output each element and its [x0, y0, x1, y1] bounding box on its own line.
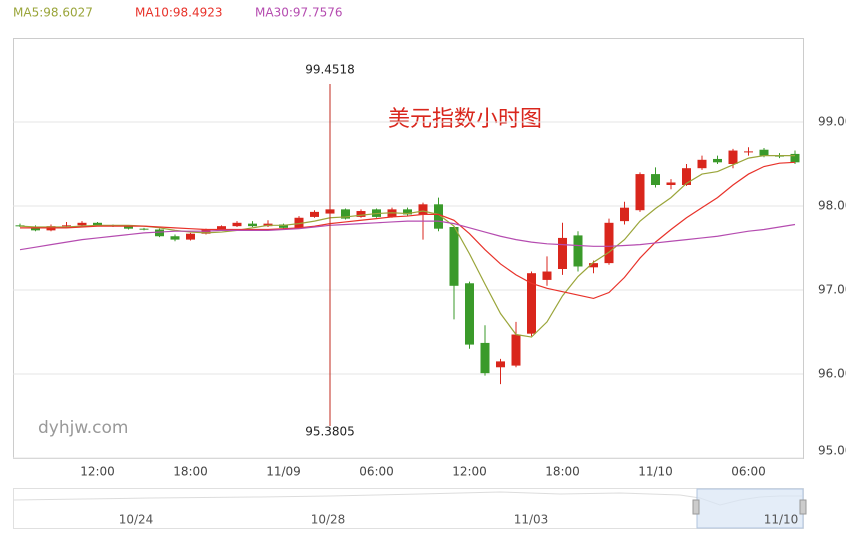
candle-body	[217, 226, 226, 230]
legend-entry: MA10:98.4923	[135, 6, 223, 20]
candle-body	[744, 151, 753, 153]
candle-body	[232, 222, 242, 227]
candle-body	[759, 149, 769, 156]
candle-body	[728, 150, 738, 164]
candle-body	[31, 227, 40, 231]
navigator-label: 10/28	[311, 513, 346, 527]
navigator[interactable]	[13, 488, 807, 529]
candle-body	[434, 204, 443, 229]
candle-body	[294, 217, 304, 228]
x-tick-label: 06:00	[359, 465, 394, 479]
navigator-label: 11/03	[514, 513, 549, 527]
candle-body	[248, 223, 257, 227]
candle-body	[418, 204, 428, 215]
marker-low-label: 95.3805	[305, 425, 355, 439]
x-tick-label: 18:00	[173, 465, 208, 479]
candle-body	[15, 225, 25, 227]
candle-body	[620, 207, 629, 222]
candle-body	[449, 227, 459, 286]
x-tick-label: 18:00	[545, 465, 580, 479]
y-tick-label: 97.00	[818, 283, 846, 297]
candle-body	[341, 209, 350, 219]
marker-high-label: 99.4518	[305, 63, 355, 77]
watermark: dyhjw.com	[38, 418, 128, 438]
candle-body	[124, 226, 133, 229]
candle-body	[651, 174, 660, 185]
candle-body	[589, 263, 598, 268]
legend-entry: MA5:98.6027	[13, 6, 93, 20]
x-tick-label: 06:00	[731, 465, 766, 479]
x-tick-label: 11/10	[638, 465, 673, 479]
candle-body	[511, 334, 521, 366]
candle-body	[542, 271, 552, 280]
candle-body	[480, 342, 490, 374]
candle-body	[697, 159, 707, 169]
candle-body	[558, 237, 567, 269]
candle-body	[310, 211, 319, 217]
candle-body	[527, 273, 536, 334]
candle-body	[77, 222, 87, 226]
candle-body	[139, 228, 149, 230]
candle-body	[604, 222, 614, 264]
candle-body	[682, 168, 691, 185]
candle-body	[279, 224, 288, 228]
candle-body	[666, 182, 676, 185]
y-tick-label: 99.00	[818, 115, 846, 129]
legend-entry: MA30:97.7576	[255, 6, 343, 20]
candle-body	[93, 222, 102, 226]
candle-body	[356, 211, 366, 217]
navigator-label: 10/24	[119, 513, 154, 527]
y-tick-label: 96.00	[818, 367, 846, 381]
navigator-handle[interactable]	[692, 499, 700, 515]
navigator-label: 11/10	[764, 513, 799, 527]
candle-body	[573, 235, 583, 267]
x-tick-label: 12:00	[80, 465, 115, 479]
candle-body	[170, 236, 180, 240]
candle-body	[465, 283, 474, 345]
candle-body	[186, 233, 195, 240]
chart-title: 美元指数小时图	[388, 107, 542, 132]
x-tick-label: 11/09	[266, 465, 301, 479]
navigator-handle[interactable]	[799, 499, 807, 515]
x-tick-label: 12:00	[452, 465, 487, 479]
candle-body	[790, 153, 800, 163]
candle-body	[155, 229, 164, 237]
ma-line	[19, 220, 796, 251]
y-tick-label: 95.00	[818, 444, 846, 458]
candle-body	[62, 225, 71, 227]
plot-frame	[13, 38, 804, 459]
candle-body	[496, 361, 505, 368]
candle-body	[635, 174, 645, 211]
navigator-window[interactable]	[696, 488, 804, 529]
ma-line	[19, 155, 795, 338]
candle-body	[713, 158, 722, 163]
y-tick-label: 98.00	[818, 199, 846, 213]
ma-line	[20, 161, 796, 300]
candle-body	[403, 209, 412, 215]
